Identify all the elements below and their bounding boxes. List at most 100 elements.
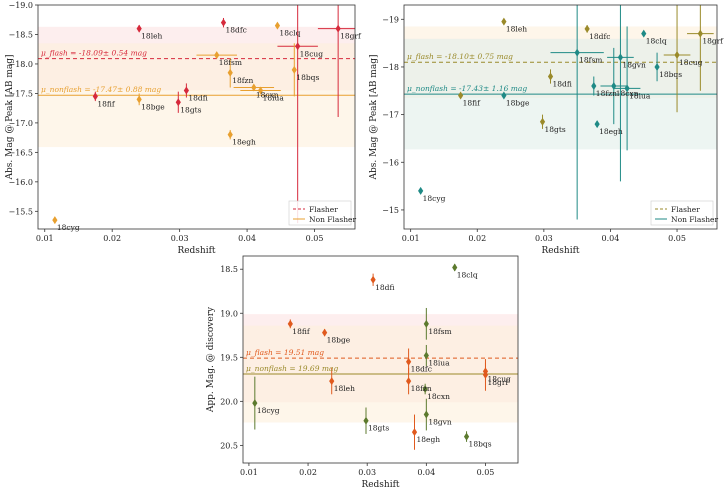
marker-18iua [257, 86, 264, 95]
point-18gts [539, 114, 546, 129]
point-18cug [277, 5, 318, 224]
point-18clq [452, 263, 458, 272]
point-label-18clq: 18clq [646, 37, 667, 46]
point-label-18bge: 18bge [141, 102, 165, 111]
marker-18fif [287, 319, 293, 328]
marker-18fsm [574, 48, 580, 57]
point-label-18egh: 18egh [417, 435, 441, 444]
x-tick-label: 0.05 [306, 234, 324, 243]
point-18dfc [220, 17, 227, 28]
point-18cyg [418, 186, 424, 195]
point-label-18iua: 18iua [263, 93, 285, 102]
point-18leh [329, 367, 335, 395]
point-label-18bge: 18bge [327, 336, 351, 345]
point-18dfc [584, 24, 590, 33]
point-18egh [411, 414, 418, 450]
point-label-18gts: 18gts [545, 125, 566, 134]
x-tick-label: 0.05 [477, 468, 495, 477]
marker-18clq [452, 263, 458, 272]
y-tick-label: −16.0 [8, 178, 33, 187]
marker-18bqs [291, 65, 297, 74]
x-tick-label: 0.02 [468, 234, 486, 243]
marker-18gts [175, 98, 181, 107]
x-axis-label: Redshift [361, 480, 399, 490]
point-label-18bqs: 18bqs [296, 73, 319, 82]
legend-label: Non Flasher [671, 215, 718, 224]
point-18bge [501, 91, 507, 100]
point-18fsm [196, 51, 237, 60]
y-tick-label: 20.5 [220, 441, 238, 450]
x-tick-label: 0.02 [299, 468, 317, 477]
panel-app-mag-discovery: μ_flash = 19.51 mag μ_nonflash = 19.69 ma… [206, 255, 519, 490]
point-label-18egh: 18egh [232, 138, 256, 147]
point-18dfi [370, 273, 376, 286]
marker-18bqs [654, 62, 660, 71]
y-tick-label: −19.0 [8, 1, 33, 10]
y-tick-label: −18 [382, 63, 399, 72]
point-label-18cyg: 18cyg [257, 406, 280, 415]
marker-18cyg [52, 216, 58, 225]
y-axis-label: App. Mag. @ discovery [206, 306, 216, 413]
point-18egh [227, 129, 233, 140]
marker-18bqs [463, 432, 470, 441]
x-tick-label: 0.04 [602, 234, 620, 243]
point-18gts [363, 407, 369, 434]
mean-label-nonflash: μ_nonflash = -17.47± 0.88 mag [41, 85, 161, 94]
marker-18cug [295, 42, 301, 51]
panel-abs-mag-flash: μ_flash = -18.09± 0.54 mag μ_nonflash = -… [5, 1, 362, 256]
point-18grf [317, 5, 355, 117]
point-18dfi [547, 69, 554, 84]
y-tick-label: 19.0 [220, 309, 238, 318]
plot-area [38, 5, 355, 225]
point-label-18fzn: 18fzn [411, 384, 432, 393]
x-tick-label: 0.03 [358, 468, 376, 477]
point-label-18gts: 18gts [368, 424, 389, 433]
mean-label-nonflash: μ_nonflash = 19.69 mag [246, 364, 338, 373]
point-label-18cug: 18cug [679, 58, 703, 67]
x-tick-label: 0.03 [535, 234, 553, 243]
marker-18fif [458, 91, 464, 100]
marker-18cyg [252, 399, 258, 408]
plot-area [404, 5, 717, 220]
point-18dfi [183, 83, 189, 98]
y-tick-label: 20.0 [220, 397, 238, 406]
point-18iua [613, 26, 641, 151]
marker-18grf [697, 29, 703, 38]
marker-18dfc [405, 357, 412, 366]
point-18cug [663, 5, 691, 113]
marker-18grf [335, 24, 341, 33]
point-18gvn [607, 5, 634, 182]
point-label-18grf: 18grf [487, 378, 509, 387]
y-tick-label: −15 [382, 206, 399, 215]
point-18bge [136, 93, 142, 106]
point-label-18cug: 18cug [487, 374, 511, 383]
y-tick-label: 18.5 [220, 265, 238, 274]
point-label-18fif: 18fif [463, 99, 482, 108]
x-tick-label: 0.01 [36, 234, 54, 243]
marker-18dfc [584, 24, 590, 33]
mean-label-flash: μ_flash = 19.51 mag [246, 348, 324, 357]
marker-18leh [136, 24, 142, 33]
point-label-18leh: 18leh [141, 32, 162, 41]
marker-18cxn [251, 83, 257, 92]
y-tick-label: −19 [382, 15, 399, 24]
marker-18egh [227, 130, 233, 139]
y-tick-label: −17 [382, 111, 399, 120]
marker-18gts [539, 117, 546, 126]
marker-18cug [674, 51, 680, 60]
point-label-18iua: 18iua [629, 91, 651, 100]
point-18fsm [550, 5, 604, 220]
point-18clq [274, 21, 281, 30]
y-tick-label: −15.5 [8, 207, 33, 216]
point-18fzn [405, 367, 412, 395]
legend-label: Flasher [671, 205, 700, 214]
x-tick-label: 0.04 [417, 468, 435, 477]
marker-18grf [482, 370, 489, 379]
y-tick-label: 19.5 [220, 353, 238, 362]
plot-area [243, 263, 518, 450]
marker-18cxn [422, 385, 428, 394]
point-label-18leh: 18leh [334, 384, 355, 393]
point-18iua [423, 344, 429, 367]
point-label-18cug: 18cug [300, 49, 324, 58]
